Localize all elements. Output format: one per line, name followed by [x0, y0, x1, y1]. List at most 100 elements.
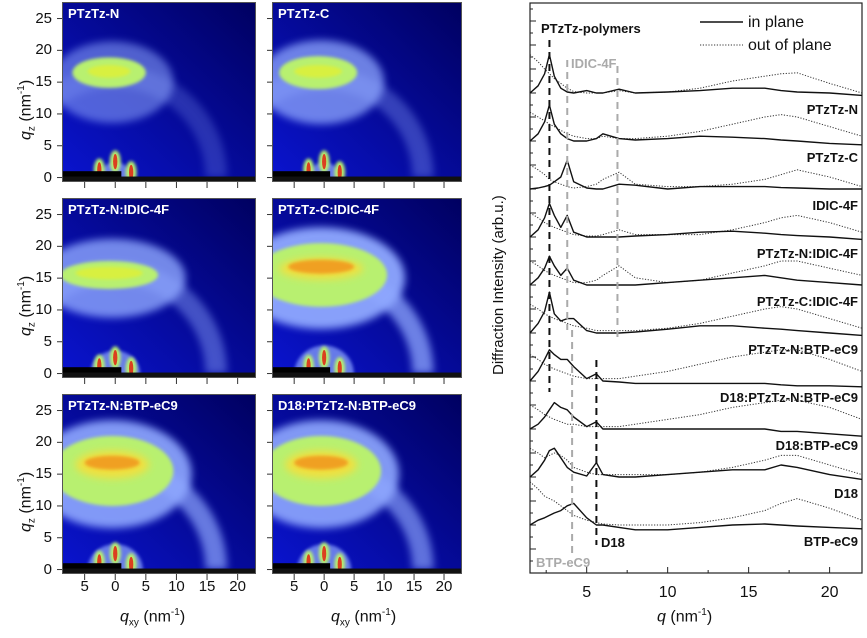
qz-tick-label: 15: [35, 269, 52, 287]
in-plane-trace: [529, 447, 863, 481]
lamellar-lobe-core: [113, 154, 118, 170]
in-plane-trace: [529, 502, 863, 531]
out-of-plane-trace: [529, 481, 863, 526]
in-plane-trace: [529, 349, 863, 388]
qz-tick-label: 0: [43, 560, 52, 578]
pi-stacking-max: [84, 455, 140, 470]
qxy-tick-label: 0: [319, 578, 329, 595]
panel-ticks: [267, 18, 445, 188]
out-of-plane-trace: [529, 212, 863, 237]
pi-stacking-max: [288, 259, 355, 274]
qz-tick-label: 10: [35, 496, 52, 514]
panel-frame: [272, 394, 462, 574]
idic-annotation: IDIC-4F: [571, 56, 617, 71]
qxy-tick-label: 0: [111, 578, 120, 595]
sample-label: IDIC-4F: [813, 198, 859, 213]
giwaxs-panel: PTzTz-N:BTP-eC9: [62, 394, 256, 574]
out-of-plane-trace: [529, 399, 863, 428]
out-of-plane-trace: [529, 164, 863, 189]
giwaxs-panel: PTzTz-N: [62, 2, 256, 182]
sample-label: D18:BTP-eC9: [776, 438, 858, 453]
panel-frame: [62, 2, 256, 182]
lamellar-lobe-core: [322, 350, 327, 366]
panel-ticks: [267, 214, 445, 384]
lamellar-lobe-core: [129, 360, 134, 377]
sample-label: PTzTz-C:IDIC-4F: [757, 294, 858, 309]
horizon-mask: [62, 176, 256, 182]
qxy-tick-label: 15: [405, 578, 423, 595]
qz-tick-label: 25: [35, 401, 52, 419]
giwaxs-heatmap: [62, 394, 256, 574]
plot-frame: [529, 2, 863, 574]
pi-stacking-core: [75, 266, 143, 280]
lamellar-lobe-core: [113, 546, 118, 562]
qxy-axis-label-right: qxy (nm-1): [331, 607, 397, 629]
x-tick-label: 5: [582, 584, 591, 601]
lamellar-lobe-core: [322, 154, 327, 170]
x-tick-label: 20: [821, 584, 839, 601]
giwaxs-panel: PTzTz-C:IDIC-4F: [272, 198, 462, 378]
qz-tick-label: 20: [35, 433, 52, 451]
pi-stacking-core: [87, 64, 131, 78]
qz-tick-label: 5: [43, 528, 52, 546]
panel-frame: [62, 394, 256, 574]
lamellar-lobe-core: [337, 164, 342, 181]
panel-ticks: [267, 410, 445, 580]
intensity-axis-label: Diffraction Intensity (arb.u.): [490, 195, 507, 375]
panel-label: PTzTz-N:IDIC-4F: [68, 202, 170, 217]
panel-ticks: [57, 214, 239, 384]
qz-tick-label: 15: [35, 465, 52, 483]
polymer-annotation: PTzTz-polymers: [541, 21, 641, 36]
pi-stacking-max: [294, 455, 349, 470]
qz-tick-label: 10: [35, 300, 52, 318]
out-of-plane-trace: [529, 447, 863, 476]
giwaxs-panel: PTzTz-C: [272, 2, 462, 182]
panel-label: PTzTz-C: [278, 6, 330, 21]
in-plane-trace: [529, 255, 863, 286]
giwaxs-panel: D18:PTzTz-N:BTP-eC9: [272, 394, 462, 574]
qxy-tick-label: 5: [290, 578, 299, 595]
qxy-tick-label: 5: [141, 578, 150, 595]
x-tick-label: 15: [740, 584, 758, 601]
qz-tick-label: 25: [35, 205, 52, 223]
lamellar-lobe-core: [129, 164, 134, 181]
panel-frame: [62, 198, 256, 378]
panel-ticks: [57, 18, 239, 188]
horizon-mask: [62, 568, 256, 574]
qz-tick-label: 5: [43, 332, 52, 350]
qz-tick-label: 0: [43, 168, 52, 186]
lamellar-lobe-core: [113, 350, 118, 366]
giwaxs-heatmap: [62, 2, 256, 182]
giwaxs-heatmap: [272, 198, 462, 378]
in-plane-trace: [529, 159, 862, 190]
lamellar-lobe-core: [322, 546, 327, 562]
sample-label: PTzTz-N:IDIC-4F: [757, 246, 858, 261]
sample-label: PTzTz-C: [807, 150, 859, 165]
panel-frame: [272, 2, 462, 182]
horizon-mask: [272, 176, 462, 182]
d18-annotation: D18: [601, 535, 625, 550]
giwaxs-heatmap: [62, 198, 256, 378]
out-of-plane-trace: [529, 260, 863, 284]
horizon-mask: [272, 568, 462, 574]
panel-ticks: [57, 410, 239, 580]
in-plane-trace: [529, 202, 863, 241]
btp-annotation: BTP-eC9: [536, 555, 590, 570]
qxy-tick-label: 5: [349, 578, 359, 595]
qz-tick-label: 10: [35, 104, 52, 122]
qxy-tick-label: 20: [435, 578, 453, 595]
giwaxs-panel: PTzTz-N:IDIC-4F: [62, 198, 256, 378]
pi-stacking-core: [294, 64, 343, 78]
qz-tick-label: 0: [43, 364, 52, 382]
qxy-tick-label: 15: [198, 578, 216, 595]
horizon-mask: [62, 372, 256, 378]
sample-label: D18: [834, 486, 858, 501]
giwaxs-heatmap: [272, 2, 462, 182]
out-of-plane-trace: [529, 111, 863, 140]
qz-tick-label: 20: [35, 237, 52, 255]
legend-label: in plane: [748, 14, 804, 31]
panel-label: PTzTz-C:IDIC-4F: [278, 202, 380, 217]
qz-tick-label: 5: [43, 136, 52, 154]
out-of-plane-trace: [529, 349, 863, 380]
